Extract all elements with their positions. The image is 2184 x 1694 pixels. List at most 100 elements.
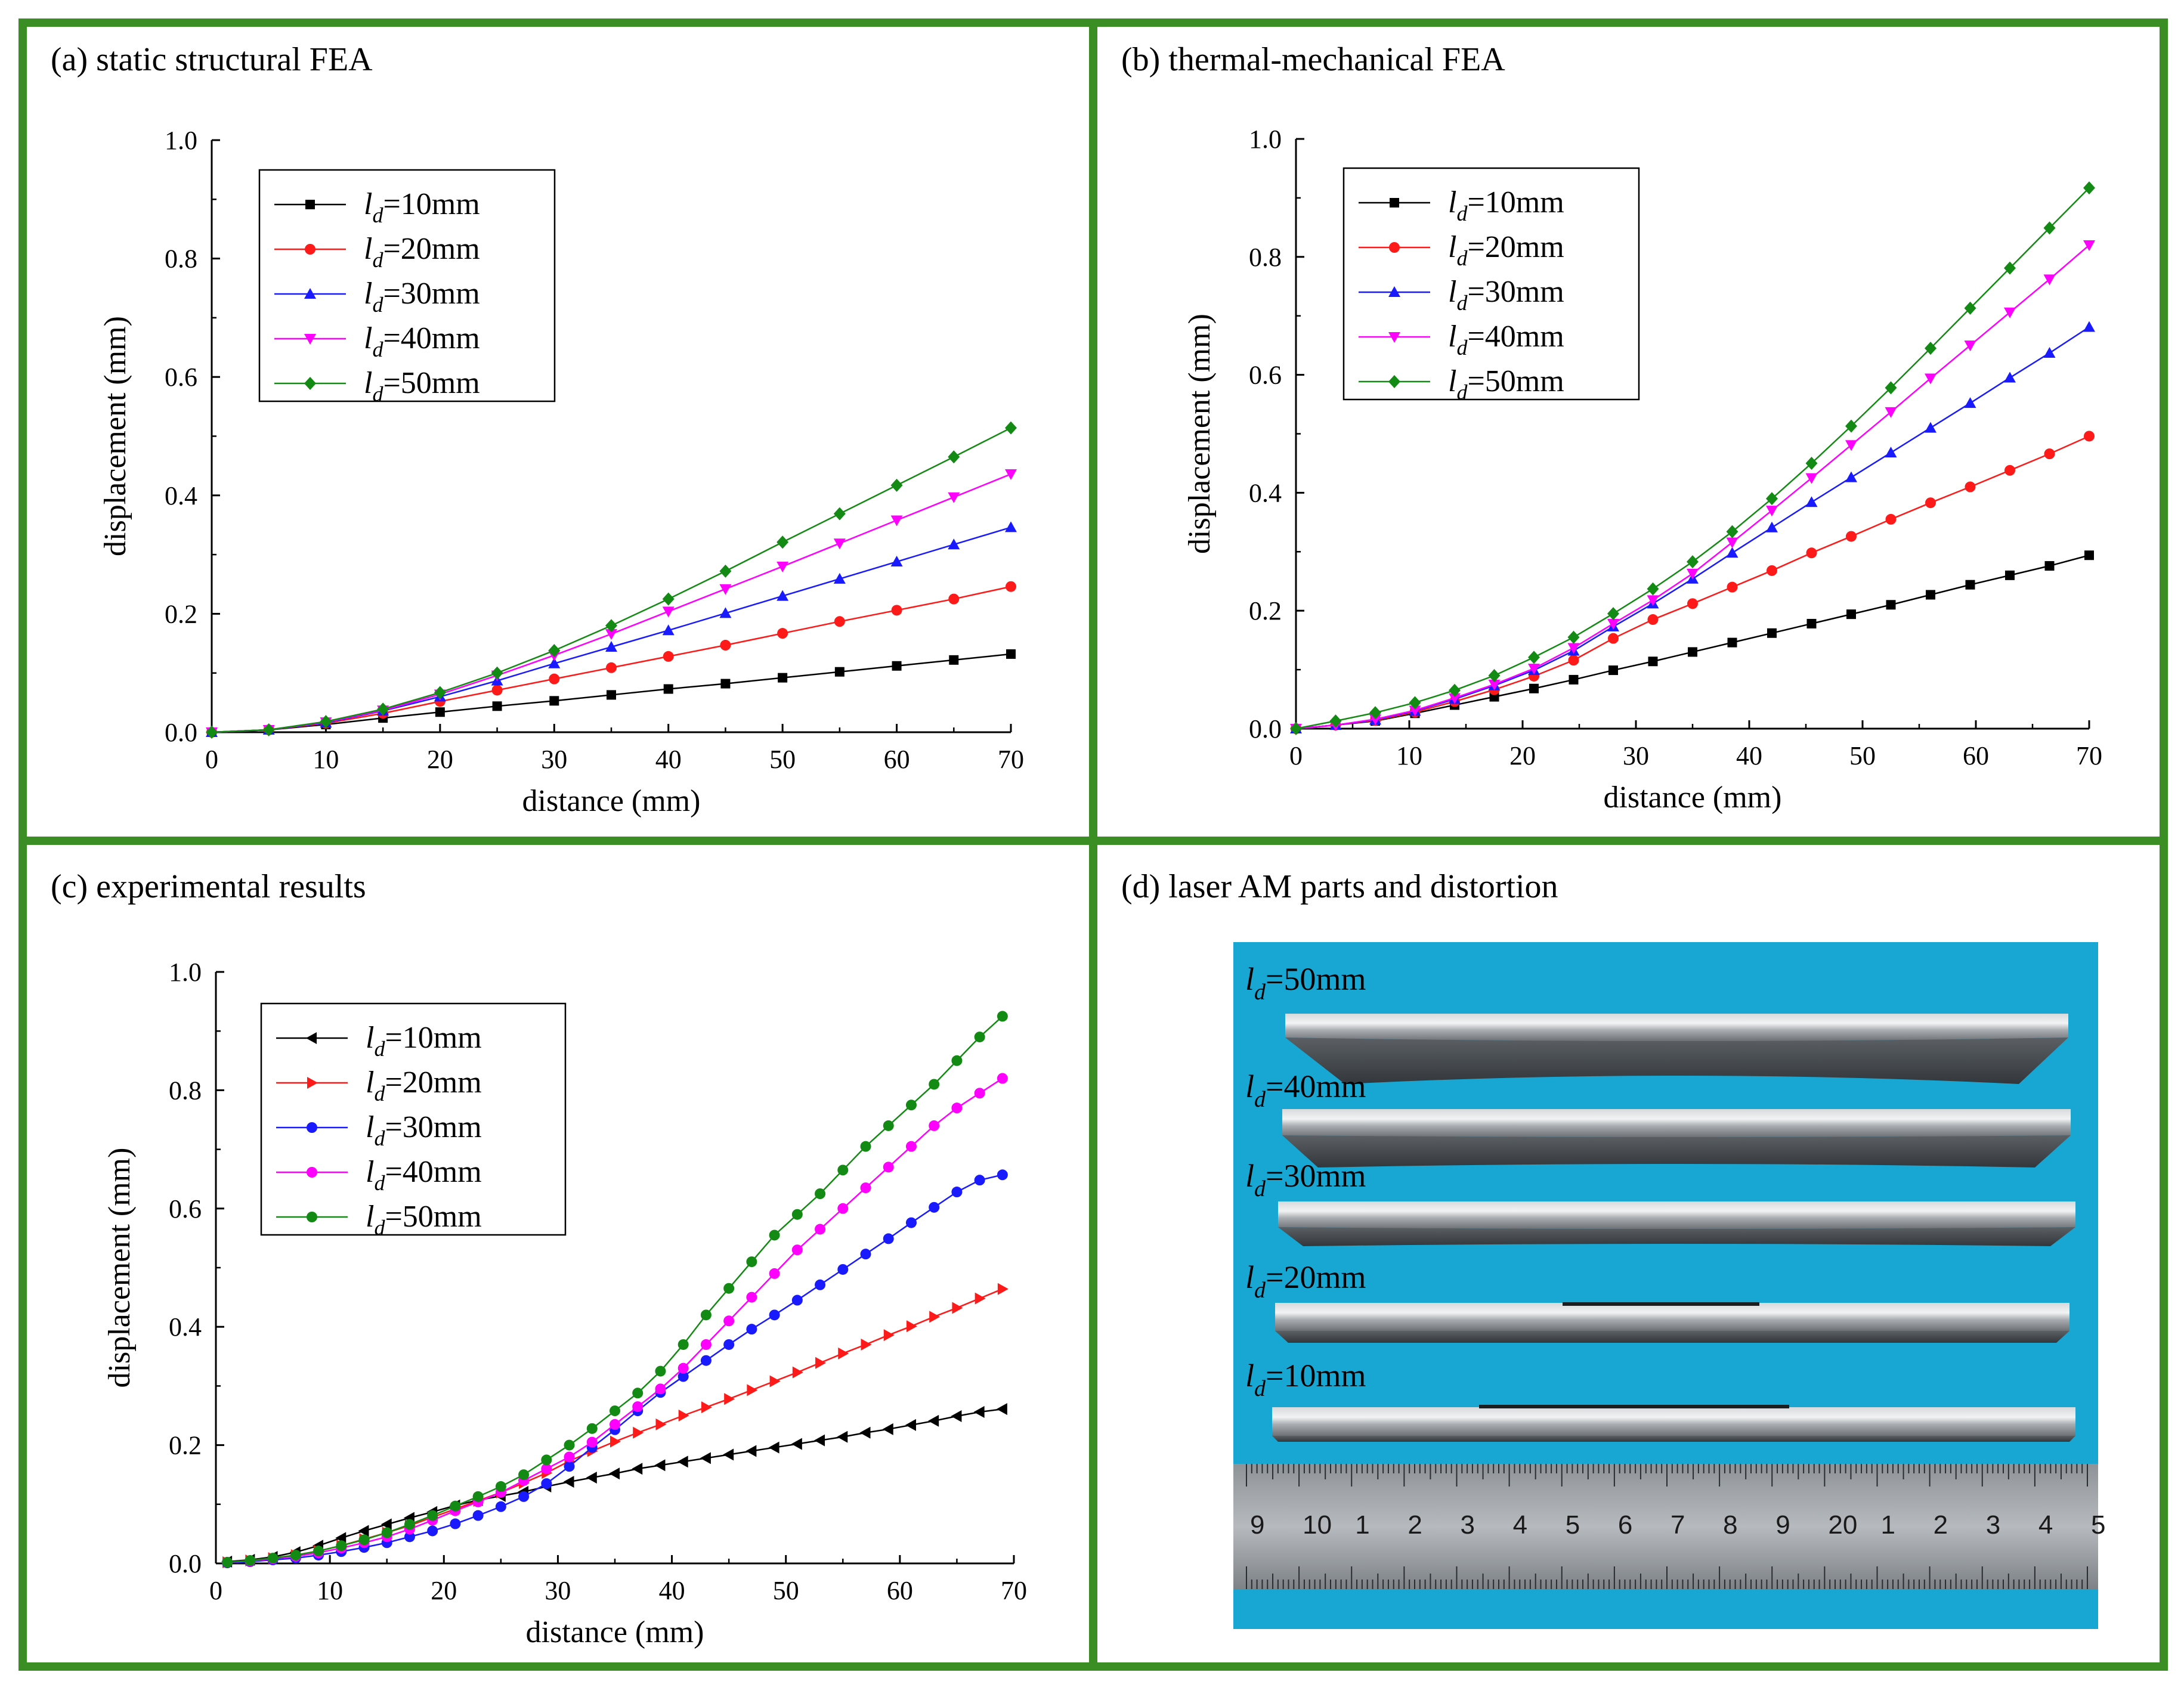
data-point [1647, 614, 1659, 625]
x-axis-label: distance (mm) [522, 784, 701, 818]
series-line [211, 586, 1011, 733]
chart-title: (a) static structural FEA [51, 41, 373, 78]
data-point [723, 1448, 734, 1461]
data-point [815, 1279, 826, 1290]
data-point [563, 1476, 574, 1488]
data-point [778, 673, 788, 683]
data-point [1885, 381, 1897, 395]
data-point [891, 605, 902, 616]
data-point [1806, 547, 1817, 559]
data-point [307, 1077, 318, 1089]
data-point [549, 696, 559, 706]
x-tick-label: 10 [1396, 741, 1422, 770]
x-tick-label: 40 [1736, 741, 1762, 770]
data-point [1390, 198, 1399, 208]
data-point [472, 1491, 484, 1502]
panel-d-frame [1089, 837, 2168, 1671]
data-point [1925, 497, 1936, 509]
data-point [951, 1410, 962, 1422]
series-20mm [206, 581, 1016, 738]
data-point [1687, 598, 1698, 609]
data-point [833, 507, 846, 521]
data-point [1805, 473, 1818, 484]
ruler-number: 5 [1566, 1510, 1580, 1540]
ruler-number: 6 [1618, 1510, 1632, 1540]
chart-title: (c) experimental results [51, 868, 366, 905]
data-point [861, 1338, 872, 1351]
data-point [662, 606, 675, 618]
series-50mm [206, 421, 1017, 739]
ruler-number: 4 [1513, 1510, 1527, 1540]
data-point [586, 1423, 598, 1434]
data-point [1608, 633, 1619, 644]
data-point [1845, 419, 1857, 433]
data-point [2083, 321, 2095, 332]
data-point [427, 1525, 438, 1537]
data-point [606, 662, 617, 673]
chart-b: (b) thermal-mechanical FEA 0 10 20 30 40 50 60 7… [1121, 41, 2102, 815]
data-point [541, 1454, 552, 1466]
data-point [632, 1463, 643, 1475]
data-point [883, 1162, 894, 1173]
series-50mm [1290, 181, 2095, 735]
data-point [2004, 464, 2015, 476]
data-point [948, 593, 960, 605]
data-point [678, 1410, 689, 1422]
data-point [860, 1141, 871, 1152]
y-tick-label: 0.2 [1249, 596, 1282, 625]
data-point [1369, 706, 1381, 720]
data-point [1886, 600, 1896, 610]
data-point [1766, 492, 1778, 506]
y-tick-label: 0.0 [1249, 714, 1282, 744]
data-point [267, 1553, 279, 1564]
data-point [905, 1141, 917, 1152]
x-axis-label: distance (mm) [526, 1615, 704, 1649]
series-50mm [222, 1011, 1008, 1568]
data-point [951, 1055, 963, 1066]
data-point [2005, 570, 2015, 580]
legend-entry: ld=40mm [364, 321, 480, 361]
y-tick-label: 0.6 [165, 363, 197, 392]
data-point [2084, 431, 2095, 442]
data-point [450, 1518, 461, 1529]
data-point [882, 1423, 893, 1435]
data-point [605, 629, 617, 640]
data-point [607, 690, 616, 700]
data-point [304, 288, 316, 299]
data-point [996, 1403, 1007, 1416]
ruler-number: 5 [2091, 1510, 2105, 1540]
data-point [769, 1230, 780, 1241]
x-tick-label: 0 [205, 745, 218, 774]
data-point [814, 1434, 825, 1447]
data-point [1925, 422, 1936, 433]
data-point [541, 1463, 552, 1475]
ruler-number: 10 [1303, 1510, 1332, 1540]
legend-entry: ld=20mm [364, 232, 480, 272]
data-point [320, 715, 332, 729]
data-point [951, 1103, 963, 1114]
data-point [815, 1357, 827, 1369]
y-axis-label: displacement (mm) [1183, 314, 1217, 554]
y-tick-label: 0.6 [1249, 361, 1282, 390]
data-point [491, 685, 503, 696]
part-label: ld=30mm [1245, 1158, 1366, 1201]
y-axis-label: displacement (mm) [103, 1148, 137, 1388]
data-point [305, 200, 315, 209]
data-point [678, 1371, 689, 1382]
part-20mm [1275, 1302, 2069, 1343]
data-point [1767, 628, 1777, 638]
data-point [929, 1311, 941, 1323]
data-point [719, 584, 732, 595]
data-point [701, 1401, 712, 1414]
data-point [1607, 607, 1619, 621]
data-point [633, 1426, 644, 1439]
data-point [654, 1459, 666, 1472]
data-point [548, 643, 561, 657]
data-point [1964, 340, 1976, 352]
data-point [495, 1481, 506, 1492]
data-point [663, 684, 673, 694]
data-point [1964, 301, 1976, 315]
x-tick-label: 40 [655, 745, 682, 774]
legend-entry: ld=10mm [1448, 185, 1564, 225]
